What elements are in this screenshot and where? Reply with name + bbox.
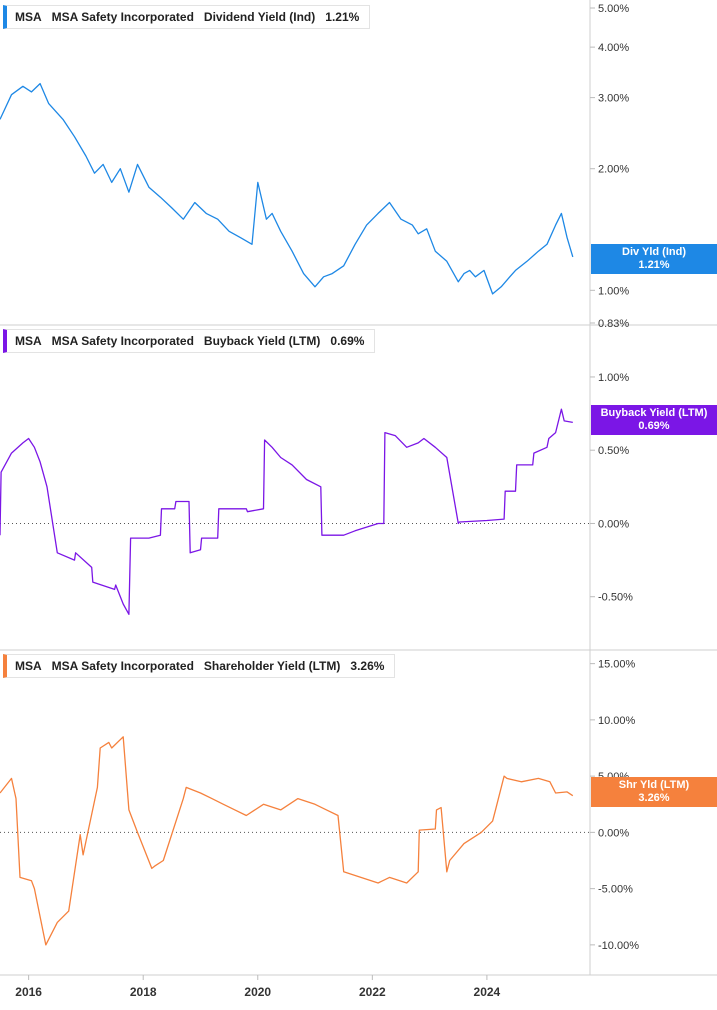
legend-dividend-company: MSA Safety Incorporated	[51, 10, 194, 24]
legend-dividend: MSA MSA Safety Incorporated Dividend Yie…	[3, 5, 371, 29]
series-line-buyback	[0, 408, 573, 615]
y-tick-label-dividend: 5.00%	[598, 3, 629, 15]
y-tick-label-shareholder: -5.00%	[598, 884, 633, 896]
series-line-shareholder	[0, 736, 574, 946]
legend-buyback: MSA MSA Safety Incorporated Buyback Yiel…	[3, 329, 376, 353]
series-line-dividend	[0, 82, 574, 295]
tag-shareholder-label: Shr Yld (LTM)	[618, 779, 690, 791]
tag-buyback-value: 0.69%	[638, 420, 670, 432]
x-tick-label: 2024	[474, 985, 501, 999]
legend-shareholder-ticker: MSA	[15, 659, 42, 673]
tag-buyback-label: Buyback Yield (LTM)	[600, 407, 708, 419]
tag-shareholder-value: 3.26%	[638, 792, 670, 804]
y-tick-label-dividend: 4.00%	[598, 42, 629, 54]
y-tick-label-shareholder: -10.00%	[598, 940, 639, 952]
y-tick-label-shareholder: 10.00%	[598, 715, 636, 727]
x-tick-label: 2022	[359, 985, 386, 999]
legend-shareholder-metric: Shareholder Yield (LTM)	[203, 659, 341, 673]
y-tick-label-buyback: -0.50%	[598, 592, 633, 604]
x-tick-label: 2018	[130, 985, 157, 999]
y-tick-label-buyback: 0.50%	[598, 445, 629, 457]
y-tick-label-dividend: 0.83%	[598, 318, 629, 330]
tag-dividend: Div Yld (Ind) 1.21%	[591, 244, 717, 274]
legend-dividend-value: 1.21%	[325, 10, 360, 24]
tag-dividend-value: 1.21%	[638, 259, 670, 271]
legend-buyback-ticker: MSA	[15, 334, 42, 348]
y-tick-label-buyback: 0.00%	[598, 518, 629, 530]
legend-buyback-value: 0.69%	[330, 334, 365, 348]
x-tick-label: 2016	[15, 985, 42, 999]
legend-shareholder: MSA MSA Safety Incorporated Shareholder …	[3, 654, 396, 678]
y-tick-label-shareholder: 15.00%	[598, 659, 636, 671]
tag-dividend-label: Div Yld (Ind)	[622, 246, 686, 258]
legend-buyback-company: MSA Safety Incorporated	[51, 334, 194, 348]
legend-dividend-ticker: MSA	[15, 10, 42, 24]
legend-buyback-metric: Buyback Yield (LTM)	[203, 334, 321, 348]
legend-shareholder-value: 3.26%	[350, 659, 385, 673]
y-tick-label-shareholder: 0.00%	[598, 827, 629, 839]
legend-shareholder-company: MSA Safety Incorporated	[51, 659, 194, 673]
y-tick-label-dividend: 1.00%	[598, 285, 629, 297]
y-tick-label-dividend: 2.00%	[598, 164, 629, 176]
y-tick-label-buyback: 1.00%	[598, 372, 629, 384]
legend-dividend-metric: Dividend Yield (Ind)	[203, 10, 316, 24]
tag-buyback: Buyback Yield (LTM) 0.69%	[591, 405, 717, 435]
y-tick-label-dividend: 3.00%	[598, 93, 629, 105]
x-tick-label: 2020	[244, 985, 271, 999]
tag-shareholder: Shr Yld (LTM) 3.26%	[591, 777, 717, 807]
